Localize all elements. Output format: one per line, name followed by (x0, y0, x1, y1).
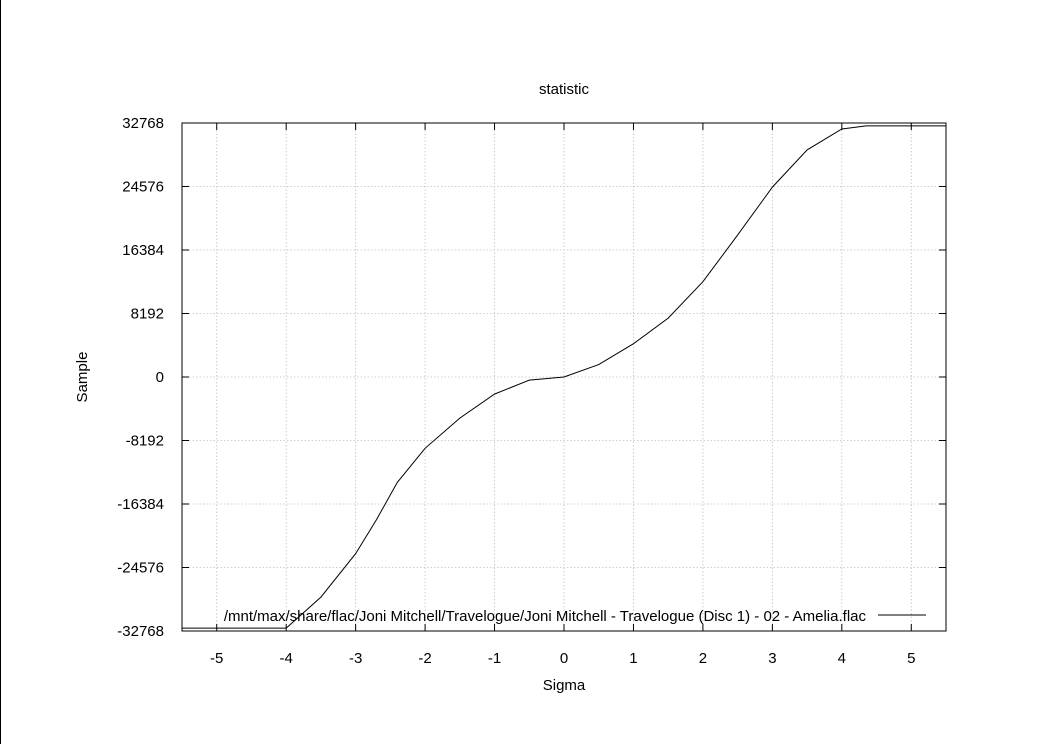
x-tick-label: 4 (838, 650, 846, 667)
tick-labels: -5 -4 -3 -2 -1 0 1 2 3 4 5 32768 24576 16384 8192 0 -819… (117, 115, 915, 667)
y-tick-label: 16384 (122, 242, 164, 259)
series-line (182, 125, 946, 629)
y-tick-label: 0 (156, 369, 164, 386)
y-tick-label: 24576 (122, 179, 164, 196)
x-tick-label: 5 (907, 650, 915, 667)
y-tick-label: -24576 (117, 560, 164, 577)
x-tick-label: -4 (280, 650, 293, 667)
x-tick-label: 1 (629, 650, 637, 667)
grid-lines (182, 122, 946, 632)
legend: /mnt/max/share/flac/Joni Mitchell/Travel… (224, 608, 926, 625)
y-tick-label: -32768 (117, 623, 164, 640)
y-tick-label: 32768 (122, 115, 164, 132)
x-tick-label: -1 (488, 650, 501, 667)
x-tick-label: 3 (768, 650, 776, 667)
x-tick-label: -5 (210, 650, 223, 667)
y-axis-label: Sample (74, 352, 91, 403)
chart-title: statistic (539, 81, 590, 98)
y-tick-label: -16384 (117, 496, 164, 513)
x-tick-label: 0 (560, 650, 568, 667)
x-tick-label: 2 (699, 650, 707, 667)
y-tick-label: -8192 (126, 433, 164, 450)
y-tick-label: 8192 (131, 306, 164, 323)
window-border (0, 0, 1, 744)
x-tick-label: -3 (349, 650, 362, 667)
plot-border (181, 122, 947, 632)
x-axis-label: Sigma (543, 677, 586, 694)
legend-entry-label: /mnt/max/share/flac/Joni Mitchell/Travel… (224, 608, 867, 625)
series-layer (182, 125, 946, 629)
x-tick-label: -2 (418, 650, 431, 667)
